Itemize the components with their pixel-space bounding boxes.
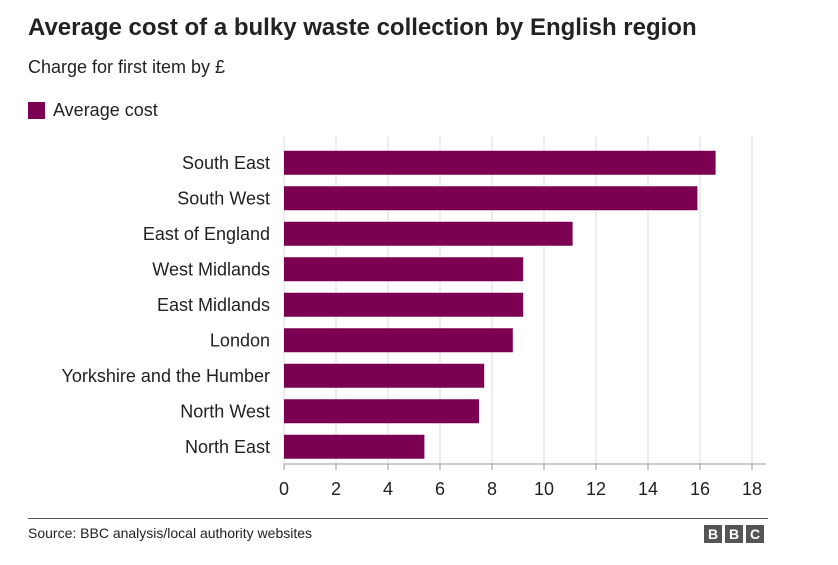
bbc-logo-letter: B [725, 525, 743, 543]
legend-swatch [28, 102, 45, 119]
category-label: North West [180, 401, 270, 421]
legend-label: Average cost [53, 100, 158, 120]
bar [284, 257, 524, 282]
x-tick-label: 4 [383, 479, 393, 499]
x-tick-label: 16 [690, 479, 710, 499]
category-label: South East [182, 153, 270, 173]
bar [284, 150, 716, 175]
footer-divider [28, 518, 768, 519]
bar [284, 399, 479, 424]
x-tick-label: 10 [534, 479, 554, 499]
x-tick-label: 18 [742, 479, 762, 499]
category-label: East Midlands [157, 295, 270, 315]
bar [284, 292, 524, 317]
bbc-logo-letter: C [746, 525, 764, 543]
x-tick-label: 2 [331, 479, 341, 499]
category-label: South West [177, 188, 270, 208]
bbc-logo-letter: B [704, 525, 722, 543]
category-label: North East [185, 437, 270, 457]
bar [284, 434, 425, 459]
bar [284, 221, 573, 246]
x-tick-label: 8 [487, 479, 497, 499]
category-label: West Midlands [152, 259, 270, 279]
bbc-logo: B B C [704, 525, 767, 543]
bar [284, 363, 485, 388]
bar [284, 186, 698, 211]
x-tick-label: 0 [279, 479, 289, 499]
x-tick-label: 6 [435, 479, 445, 499]
x-tick-label: 14 [638, 479, 658, 499]
bar [284, 328, 513, 353]
category-label: London [210, 330, 270, 350]
legend: Average cost [28, 100, 158, 121]
category-label: Yorkshire and the Humber [62, 366, 270, 386]
source-note: Source: BBC analysis/local authority web… [28, 525, 313, 541]
category-label: East of England [143, 224, 270, 244]
x-tick-label: 12 [586, 479, 606, 499]
chart-subtitle: Charge for first item by £ [28, 57, 226, 77]
chart-title: Average cost of a bulky waste collection… [28, 14, 697, 41]
